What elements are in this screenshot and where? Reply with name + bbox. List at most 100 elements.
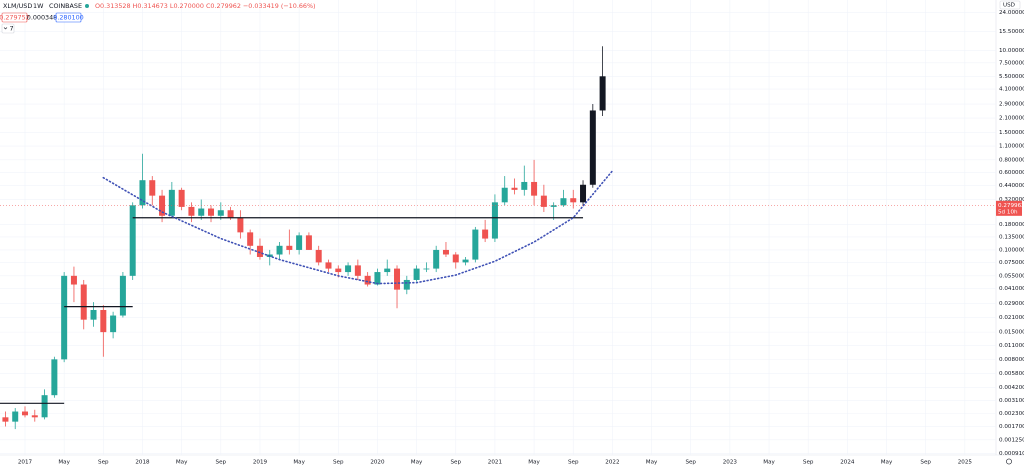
y-tick-label: 5.500000: [999, 74, 1024, 80]
candle-body: [521, 181, 528, 190]
x-tick-label: Sep: [216, 460, 227, 466]
indicators-toggle[interactable]: [1, 23, 15, 34]
candle-body: [227, 210, 234, 218]
candle-body: [403, 279, 410, 290]
interval: 1W: [33, 2, 44, 10]
y-tick-label: 0.001700: [999, 424, 1024, 430]
x-tick-label: 2022: [605, 460, 619, 466]
x-tick-label: 2017: [18, 460, 33, 466]
candle-body: [198, 208, 205, 216]
x-tick-label: May: [176, 460, 188, 466]
y-tick-label: 0.008000: [999, 357, 1024, 363]
y-tick-label: 0.075000: [999, 260, 1024, 266]
legend: XLM/USD 1W COINBASE O0.313528 H0.314673 …: [0, 2, 316, 34]
settings-icon[interactable]: [1006, 458, 1012, 465]
candle-body: [129, 205, 136, 276]
candle-body: [315, 249, 322, 263]
indicators-count: 7: [10, 25, 14, 33]
candle-body: [276, 245, 283, 255]
y-tick-label: 2.100000: [999, 116, 1024, 122]
buy-box[interactable]: [55, 12, 82, 23]
y-tick-label: 0.800000: [999, 157, 1024, 163]
candle-body: [540, 195, 547, 207]
y-tick-label: 0.135000: [999, 234, 1024, 240]
candle-body: [168, 189, 175, 216]
candle-body: [70, 275, 77, 285]
countdown: 5d 10h: [998, 209, 1018, 215]
cup-curve: [102, 170, 614, 285]
candle-body: [100, 309, 107, 333]
currency: USD: [1003, 3, 1015, 9]
candle-body: [570, 198, 577, 203]
y-tick-label: 15.500000: [999, 29, 1024, 35]
candle-body: [178, 189, 185, 207]
x-tick-label: 2024: [840, 460, 855, 466]
candle-body: [149, 180, 156, 196]
x-tick-label: 2025: [958, 460, 973, 466]
x-tick-label: Sep: [333, 460, 344, 466]
candle-body: [51, 359, 58, 396]
candle-body: [139, 180, 146, 206]
y-tick-label: 0.005800: [999, 371, 1024, 377]
y-tick-label: 0.002300: [999, 411, 1024, 417]
x-tick-label: 2020: [370, 460, 385, 466]
candle-body: [208, 208, 215, 216]
last-price-box: [996, 200, 1022, 216]
candle-body: [296, 235, 303, 250]
candle-body: [452, 254, 459, 263]
symbol: XLM/USD: [3, 2, 32, 10]
ohlc: O0.313528 H0.314673 L0.270000 C0.279962 …: [95, 2, 316, 10]
x-tick-label: Sep: [685, 460, 696, 466]
x-tick-label: 2021: [488, 460, 503, 466]
candle-body: [511, 187, 518, 190]
x-tick-label: May: [58, 460, 70, 466]
candle-body: [286, 245, 293, 250]
candle-body: [256, 245, 263, 257]
y-tick-label: 0.003100: [999, 398, 1024, 404]
y-tick-label: 0.100000: [999, 247, 1024, 253]
candle-body: [217, 210, 224, 216]
y-tick-label: 0.440000: [999, 183, 1024, 189]
candle-body: [247, 232, 254, 246]
candle-body: [12, 411, 19, 422]
candle-body: [433, 249, 440, 269]
x-tick-label: Sep: [568, 460, 579, 466]
x-tick-label: Sep: [920, 460, 931, 466]
y-tick-label: 0.055000: [999, 273, 1024, 279]
y-tick-label: 0.029000: [999, 301, 1024, 307]
x-tick-label: May: [881, 460, 893, 466]
spread: 0.000348: [27, 14, 58, 22]
candle-body: [110, 315, 117, 333]
y-tick-label: 1.100000: [999, 144, 1024, 150]
candle-body: [472, 229, 479, 260]
candle-body: [237, 217, 244, 233]
candle-body: [580, 184, 587, 203]
y-tick-label: 0.004200: [999, 385, 1024, 391]
candle-body: [41, 395, 48, 418]
x-tick-label: May: [528, 460, 540, 466]
bid: 0.279752: [0, 14, 30, 22]
x-tick-label: May: [411, 460, 423, 466]
candle-body: [159, 195, 166, 216]
candle-body: [345, 265, 352, 273]
sell-box[interactable]: [1, 12, 28, 23]
candle-body: [442, 249, 449, 255]
y-tick-label: 0.001250: [999, 437, 1024, 443]
candle-body: [325, 262, 332, 269]
candle-body: [560, 198, 567, 206]
candle-body: [384, 268, 391, 273]
y-tick-label: 0.320000: [999, 197, 1024, 203]
y-tick-label: 1.500000: [999, 130, 1024, 136]
x-tick-label: 2023: [723, 460, 738, 466]
candle-body: [413, 268, 420, 280]
candle-body: [374, 272, 381, 285]
candle-body: [364, 275, 371, 285]
status-dot: [85, 4, 89, 8]
y-tick-label: 4.100000: [999, 87, 1024, 93]
candle-body: [550, 205, 557, 207]
y-tick-label: 0.021000: [999, 315, 1024, 321]
x-tick-label: Sep: [450, 460, 461, 466]
currency-button[interactable]: [999, 0, 1021, 10]
y-tick-label: 0.011000: [999, 343, 1024, 349]
